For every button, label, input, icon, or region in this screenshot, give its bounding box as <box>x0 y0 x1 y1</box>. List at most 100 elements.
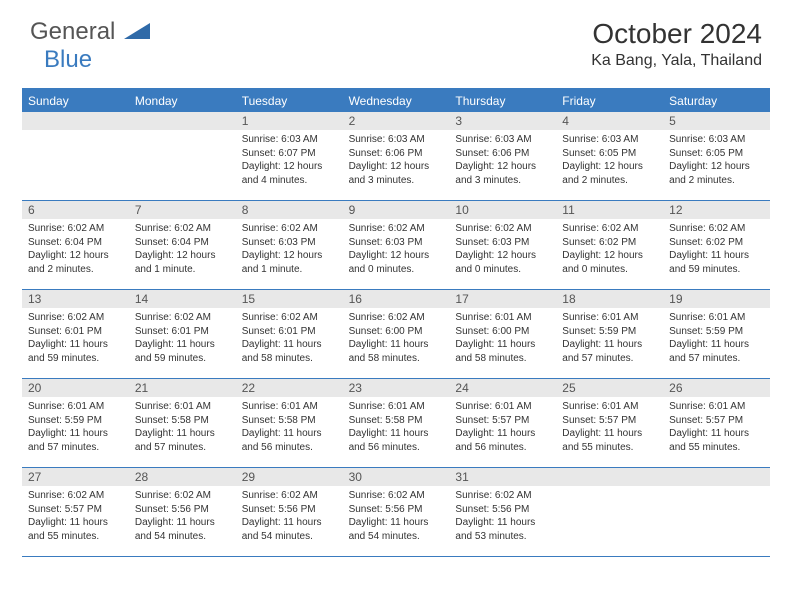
day-details: Sunrise: 6:02 AMSunset: 6:03 PMDaylight:… <box>343 219 450 280</box>
day-details: Sunrise: 6:01 AMSunset: 5:59 PMDaylight:… <box>22 397 129 458</box>
day-details: Sunrise: 6:03 AMSunset: 6:06 PMDaylight:… <box>449 130 556 191</box>
day-details: Sunrise: 6:02 AMSunset: 5:57 PMDaylight:… <box>22 486 129 547</box>
empty-day-header <box>663 468 770 486</box>
weekday-label: Thursday <box>449 90 556 112</box>
day-number: 7 <box>129 201 236 219</box>
day-number: 14 <box>129 290 236 308</box>
empty-day-header <box>129 112 236 130</box>
day-cell: 23Sunrise: 6:01 AMSunset: 5:58 PMDayligh… <box>343 379 450 467</box>
day-cell: 21Sunrise: 6:01 AMSunset: 5:58 PMDayligh… <box>129 379 236 467</box>
calendar: SundayMondayTuesdayWednesdayThursdayFrid… <box>22 88 770 557</box>
day-details: Sunrise: 6:02 AMSunset: 6:04 PMDaylight:… <box>129 219 236 280</box>
logo: General Blue <box>30 18 150 74</box>
weekday-header-row: SundayMondayTuesdayWednesdayThursdayFrid… <box>22 90 770 112</box>
weekday-label: Sunday <box>22 90 129 112</box>
day-cell: 2Sunrise: 6:03 AMSunset: 6:06 PMDaylight… <box>343 112 450 200</box>
day-details: Sunrise: 6:02 AMSunset: 6:03 PMDaylight:… <box>236 219 343 280</box>
day-details: Sunrise: 6:02 AMSunset: 6:01 PMDaylight:… <box>236 308 343 369</box>
day-cell: 10Sunrise: 6:02 AMSunset: 6:03 PMDayligh… <box>449 201 556 289</box>
day-details: Sunrise: 6:02 AMSunset: 5:56 PMDaylight:… <box>236 486 343 547</box>
day-number: 16 <box>343 290 450 308</box>
day-cell: 30Sunrise: 6:02 AMSunset: 5:56 PMDayligh… <box>343 468 450 556</box>
day-cell: 1Sunrise: 6:03 AMSunset: 6:07 PMDaylight… <box>236 112 343 200</box>
day-cell: 12Sunrise: 6:02 AMSunset: 6:02 PMDayligh… <box>663 201 770 289</box>
day-number: 21 <box>129 379 236 397</box>
day-details: Sunrise: 6:02 AMSunset: 6:02 PMDaylight:… <box>663 219 770 280</box>
day-details: Sunrise: 6:02 AMSunset: 6:00 PMDaylight:… <box>343 308 450 369</box>
day-number: 17 <box>449 290 556 308</box>
day-details: Sunrise: 6:01 AMSunset: 5:58 PMDaylight:… <box>236 397 343 458</box>
header: General Blue October 2024 Ka Bang, Yala,… <box>0 0 792 82</box>
day-cell: 22Sunrise: 6:01 AMSunset: 5:58 PMDayligh… <box>236 379 343 467</box>
logo-word1: General <box>30 18 115 45</box>
day-details: Sunrise: 6:01 AMSunset: 6:00 PMDaylight:… <box>449 308 556 369</box>
day-number: 6 <box>22 201 129 219</box>
empty-day-header <box>22 112 129 130</box>
day-details: Sunrise: 6:03 AMSunset: 6:05 PMDaylight:… <box>663 130 770 191</box>
day-number: 28 <box>129 468 236 486</box>
day-number: 27 <box>22 468 129 486</box>
day-cell <box>556 468 663 556</box>
day-cell: 13Sunrise: 6:02 AMSunset: 6:01 PMDayligh… <box>22 290 129 378</box>
day-cell: 24Sunrise: 6:01 AMSunset: 5:57 PMDayligh… <box>449 379 556 467</box>
weekday-label: Friday <box>556 90 663 112</box>
day-number: 19 <box>663 290 770 308</box>
day-number: 29 <box>236 468 343 486</box>
day-cell: 8Sunrise: 6:02 AMSunset: 6:03 PMDaylight… <box>236 201 343 289</box>
day-cell: 11Sunrise: 6:02 AMSunset: 6:02 PMDayligh… <box>556 201 663 289</box>
day-details: Sunrise: 6:01 AMSunset: 5:58 PMDaylight:… <box>343 397 450 458</box>
day-details: Sunrise: 6:01 AMSunset: 5:59 PMDaylight:… <box>556 308 663 369</box>
day-number: 1 <box>236 112 343 130</box>
week-row: 6Sunrise: 6:02 AMSunset: 6:04 PMDaylight… <box>22 201 770 290</box>
day-cell <box>129 112 236 200</box>
day-cell: 29Sunrise: 6:02 AMSunset: 5:56 PMDayligh… <box>236 468 343 556</box>
day-cell: 26Sunrise: 6:01 AMSunset: 5:57 PMDayligh… <box>663 379 770 467</box>
empty-day-header <box>556 468 663 486</box>
day-cell: 27Sunrise: 6:02 AMSunset: 5:57 PMDayligh… <box>22 468 129 556</box>
week-row: 27Sunrise: 6:02 AMSunset: 5:57 PMDayligh… <box>22 468 770 557</box>
day-cell: 5Sunrise: 6:03 AMSunset: 6:05 PMDaylight… <box>663 112 770 200</box>
day-cell: 19Sunrise: 6:01 AMSunset: 5:59 PMDayligh… <box>663 290 770 378</box>
day-number: 12 <box>663 201 770 219</box>
day-cell: 31Sunrise: 6:02 AMSunset: 5:56 PMDayligh… <box>449 468 556 556</box>
day-cell: 15Sunrise: 6:02 AMSunset: 6:01 PMDayligh… <box>236 290 343 378</box>
weekday-label: Saturday <box>663 90 770 112</box>
day-number: 22 <box>236 379 343 397</box>
month-title: October 2024 <box>591 18 762 50</box>
day-number: 2 <box>343 112 450 130</box>
day-details: Sunrise: 6:01 AMSunset: 5:57 PMDaylight:… <box>449 397 556 458</box>
day-cell: 14Sunrise: 6:02 AMSunset: 6:01 PMDayligh… <box>129 290 236 378</box>
day-number: 23 <box>343 379 450 397</box>
day-number: 26 <box>663 379 770 397</box>
day-cell: 16Sunrise: 6:02 AMSunset: 6:00 PMDayligh… <box>343 290 450 378</box>
day-details: Sunrise: 6:02 AMSunset: 6:03 PMDaylight:… <box>449 219 556 280</box>
day-cell <box>22 112 129 200</box>
day-number: 8 <box>236 201 343 219</box>
location: Ka Bang, Yala, Thailand <box>591 52 762 70</box>
day-cell: 17Sunrise: 6:01 AMSunset: 6:00 PMDayligh… <box>449 290 556 378</box>
day-details: Sunrise: 6:01 AMSunset: 5:57 PMDaylight:… <box>556 397 663 458</box>
day-cell: 9Sunrise: 6:02 AMSunset: 6:03 PMDaylight… <box>343 201 450 289</box>
week-row: 13Sunrise: 6:02 AMSunset: 6:01 PMDayligh… <box>22 290 770 379</box>
day-number: 5 <box>663 112 770 130</box>
weekday-label: Monday <box>129 90 236 112</box>
day-details: Sunrise: 6:02 AMSunset: 5:56 PMDaylight:… <box>129 486 236 547</box>
day-number: 3 <box>449 112 556 130</box>
weekday-label: Wednesday <box>343 90 450 112</box>
day-cell <box>663 468 770 556</box>
day-details: Sunrise: 6:01 AMSunset: 5:58 PMDaylight:… <box>129 397 236 458</box>
day-cell: 18Sunrise: 6:01 AMSunset: 5:59 PMDayligh… <box>556 290 663 378</box>
day-cell: 20Sunrise: 6:01 AMSunset: 5:59 PMDayligh… <box>22 379 129 467</box>
day-cell: 7Sunrise: 6:02 AMSunset: 6:04 PMDaylight… <box>129 201 236 289</box>
day-number: 9 <box>343 201 450 219</box>
day-details: Sunrise: 6:02 AMSunset: 5:56 PMDaylight:… <box>449 486 556 547</box>
day-number: 4 <box>556 112 663 130</box>
day-number: 30 <box>343 468 450 486</box>
day-details: Sunrise: 6:03 AMSunset: 6:07 PMDaylight:… <box>236 130 343 191</box>
logo-triangle-icon <box>124 26 150 43</box>
day-details: Sunrise: 6:02 AMSunset: 6:02 PMDaylight:… <box>556 219 663 280</box>
day-cell: 6Sunrise: 6:02 AMSunset: 6:04 PMDaylight… <box>22 201 129 289</box>
day-number: 11 <box>556 201 663 219</box>
day-details: Sunrise: 6:03 AMSunset: 6:05 PMDaylight:… <box>556 130 663 191</box>
day-details: Sunrise: 6:01 AMSunset: 5:59 PMDaylight:… <box>663 308 770 369</box>
